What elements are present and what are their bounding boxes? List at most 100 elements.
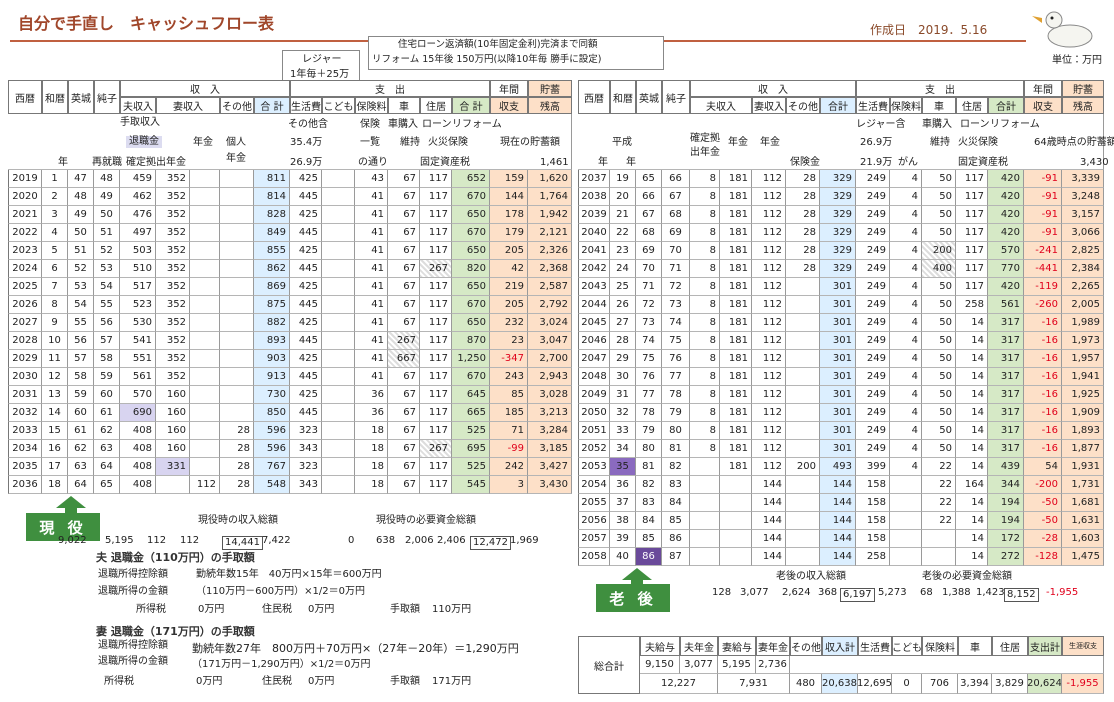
cell: 249: [856, 404, 890, 422]
cell: 2024: [8, 260, 42, 278]
group-header: 和暦: [610, 80, 636, 114]
cell: 249: [856, 206, 890, 224]
cell: 9: [42, 314, 68, 332]
arrow-up: [56, 496, 86, 514]
cell: 510: [120, 260, 156, 278]
cell: 3,157: [1062, 206, 1104, 224]
cell: [190, 242, 220, 260]
cell: -260: [1024, 296, 1062, 314]
cell: 2029: [8, 350, 42, 368]
cell: [220, 188, 254, 206]
cell: 249: [856, 314, 890, 332]
cell: 425: [290, 386, 322, 404]
cell: 249: [856, 296, 890, 314]
cell: 18: [355, 476, 388, 494]
cell: 50: [922, 296, 956, 314]
cell: 50: [922, 422, 956, 440]
bird-icon: [1032, 11, 1093, 48]
cell: -16: [1024, 332, 1062, 350]
cell: 439: [988, 458, 1024, 476]
cell: 2032: [8, 404, 42, 422]
cell: 14: [956, 350, 988, 368]
cell: 4: [890, 422, 922, 440]
cell: 75: [662, 332, 690, 350]
column-header: 生活費: [856, 97, 890, 114]
cell: 57: [68, 350, 94, 368]
cell: 70: [636, 260, 662, 278]
cell: 301: [820, 422, 856, 440]
text: 手取額: [390, 604, 420, 615]
group-header: 和暦: [42, 80, 68, 114]
cell: 301: [820, 350, 856, 368]
note: の通り: [358, 157, 388, 168]
cell: 497: [120, 224, 156, 242]
note: 26.9万: [860, 137, 893, 148]
cell: [322, 386, 355, 404]
note: 年: [58, 157, 68, 168]
cell: 425: [290, 170, 322, 188]
cell: 2050: [578, 404, 610, 422]
summary-header: 夫年金: [680, 636, 718, 656]
cell: 28: [220, 476, 254, 494]
column-header: 夫収入: [120, 97, 156, 114]
cell: -91: [1024, 206, 1062, 224]
summary-cell: 20,624: [1028, 674, 1062, 694]
cell: 2047: [578, 350, 610, 368]
column-header: 収支: [1024, 97, 1062, 114]
cell: 2,384: [1062, 260, 1104, 278]
cell: 67: [388, 206, 420, 224]
cell: 117: [420, 188, 452, 206]
cell: 1,603: [1062, 530, 1104, 548]
cell: 249: [856, 170, 890, 188]
cell: 695: [452, 440, 490, 458]
cell: 194: [988, 494, 1024, 512]
cell: 53: [68, 278, 94, 296]
cell: 58: [68, 368, 94, 386]
cell: 67: [388, 422, 420, 440]
cell: 64: [94, 458, 120, 476]
cell: 158: [856, 530, 890, 548]
cell: 420: [988, 206, 1024, 224]
cell: 317: [988, 386, 1024, 404]
note: 年金: [193, 137, 213, 148]
cell: [690, 476, 720, 494]
cell: 13: [42, 386, 68, 404]
text: 住民税: [262, 676, 292, 687]
total: 2,624: [782, 587, 811, 598]
cell: 117: [420, 296, 452, 314]
cell: 4: [890, 242, 922, 260]
summary-header: 生活費: [858, 636, 892, 656]
cell: 267: [388, 332, 420, 350]
cell: 73: [636, 314, 662, 332]
cell: [922, 548, 956, 566]
total: 638: [376, 535, 396, 546]
summary-cell: [790, 656, 1104, 674]
cell: -28: [1024, 530, 1062, 548]
note: 一覧: [360, 137, 380, 148]
cell: 329: [820, 170, 856, 188]
cell: 596: [254, 422, 290, 440]
cell: 67: [388, 188, 420, 206]
cell: 25: [610, 278, 636, 296]
cell: 561: [120, 368, 156, 386]
cell: 670: [452, 296, 490, 314]
cell: 4: [42, 224, 68, 242]
cell: 3,066: [1062, 224, 1104, 242]
summary-header: 車: [958, 636, 992, 656]
cell: 181: [720, 242, 752, 260]
cell: 1,942: [528, 206, 572, 224]
cell: 352: [156, 296, 190, 314]
column-header: 保険料: [355, 97, 388, 114]
retired-tag: 老 後: [596, 584, 670, 612]
cell: 117: [420, 314, 452, 332]
cell: 814: [254, 188, 290, 206]
cell: 5: [42, 242, 68, 260]
cell: 205: [490, 242, 528, 260]
cell: 21: [610, 206, 636, 224]
cell: 525: [452, 458, 490, 476]
cell: 8: [690, 206, 720, 224]
cell: 3,213: [528, 404, 572, 422]
cell: 329: [820, 188, 856, 206]
note: その他含: [288, 119, 328, 130]
cell: 1,631: [1062, 512, 1104, 530]
